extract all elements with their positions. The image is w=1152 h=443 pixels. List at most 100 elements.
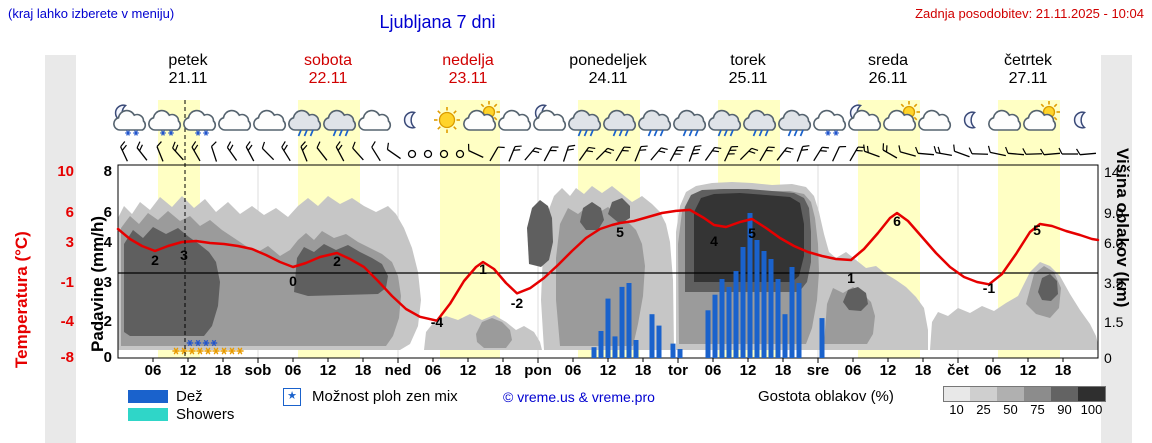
frozen-mix-mark	[203, 339, 209, 347]
x-label-hour-4-18: 18	[774, 362, 792, 379]
copyright-link[interactable]: © vreme.us & vreme.pro	[503, 389, 655, 405]
last-update-text: Zadnja posodobitev: 21.11.2025 - 10:04	[915, 6, 1144, 21]
x-label-hour-3-18: 18	[634, 362, 652, 379]
frozen-mix-mark	[221, 347, 227, 355]
wind-barb-icon	[191, 141, 201, 162]
temp-tick--8: -8	[60, 349, 74, 366]
x-label-hour-5-12: 12	[879, 362, 897, 379]
cloud-icon	[533, 109, 567, 131]
rain-bar	[775, 279, 781, 358]
wind-barb-icon	[136, 141, 148, 161]
frozen-mix-mark	[196, 130, 200, 136]
cloud-region	[476, 318, 512, 348]
frozen-mix-mark	[161, 130, 165, 136]
temperature-labels: 2 3 0 2 -4 1 -2 5 4 5 1 6 -1 5	[151, 213, 1041, 330]
x-label-hour-5-06: 06	[844, 362, 862, 379]
cloud-height-tick-0: 0	[1104, 350, 1112, 366]
weather-icon-moon	[403, 111, 417, 129]
frozen-mix-mark	[229, 347, 235, 355]
wind-barb-icon	[796, 145, 810, 162]
rain-bar	[747, 213, 753, 358]
right-axis-strip	[1101, 55, 1132, 443]
calm-wind-icon	[455, 149, 465, 159]
calm-wind-icon	[407, 149, 417, 159]
temperature-value-label: -1	[983, 280, 996, 296]
cloud-icon	[288, 109, 322, 131]
density-tick-50: 50	[1003, 402, 1018, 417]
rain-bar	[754, 240, 760, 358]
weather-icon-sun-cloud	[883, 101, 920, 131]
weather-icon-cloud-rain	[288, 109, 322, 137]
rain-drop-icon	[682, 129, 687, 137]
rain-drop-icon	[688, 129, 693, 137]
calm-wind-icon	[423, 149, 433, 159]
cloud-icon	[673, 109, 707, 131]
cloud-region	[124, 227, 220, 336]
rain-drop-icon	[309, 129, 314, 137]
frozen-mix-mark	[197, 347, 203, 355]
cloud-icon	[813, 109, 847, 131]
x-label-hour-4-12: 12	[739, 362, 757, 379]
cloud-icon	[358, 109, 392, 131]
rain-drop-icon	[583, 129, 588, 137]
x-label-day-tor: tor	[668, 362, 688, 379]
cloud-icon	[1023, 109, 1057, 131]
wind-barb-icon	[1076, 148, 1097, 156]
rain-drop-icon	[577, 129, 582, 137]
day-header-sobota: sobota 22.11	[303, 52, 353, 87]
wind-barb-icon	[882, 143, 898, 159]
precip-tick-8: 8	[103, 163, 112, 180]
rain-bar	[670, 343, 676, 358]
weather-icon-cloud	[498, 109, 532, 131]
density-swatch-50	[997, 386, 1024, 402]
weather-icon-cloud	[218, 109, 252, 131]
frozen-mix-mark	[173, 347, 179, 355]
wind-barb-icon	[813, 146, 829, 162]
moon-icon	[403, 111, 417, 129]
rain-drop-icon	[659, 129, 664, 137]
day-header-petek: petek 21.11	[168, 52, 208, 87]
x-label-hour-6-18: 18	[1054, 362, 1072, 379]
rain-drop-icon	[694, 129, 699, 137]
rain-drop-icon	[344, 129, 349, 137]
density-swatch-25	[970, 386, 997, 402]
wind-barb-icon	[739, 147, 759, 161]
density-tick-25: 25	[976, 402, 991, 417]
wind-barb-icon	[316, 141, 328, 161]
rain-bar	[733, 271, 739, 358]
cloud-icon	[848, 109, 882, 131]
cloud-region	[527, 200, 553, 267]
rain-drop-icon	[589, 129, 594, 137]
rain-bar	[740, 247, 746, 358]
cloud-icon	[323, 109, 357, 131]
rain-drop-icon	[729, 129, 734, 137]
rain-drop-icon	[647, 129, 652, 137]
wind-barb-icon	[210, 141, 218, 162]
cloud-icon	[883, 109, 917, 131]
weather-icon-cloud-rain	[673, 109, 707, 137]
rain-drop-icon	[764, 129, 769, 137]
density-swatch-90	[1051, 386, 1078, 402]
rain-drop-icon	[303, 129, 308, 137]
x-label-day-pon: pon	[524, 362, 552, 379]
wind-barb-icon	[120, 141, 128, 162]
weather-icon-cloud-snow	[183, 109, 217, 136]
temp-tick-6: 6	[65, 204, 74, 221]
cloud-icon	[568, 109, 602, 131]
cloud-icon	[778, 109, 812, 131]
rain-bar	[626, 283, 632, 358]
rain-bar	[761, 251, 767, 358]
rain-drop-icon	[717, 129, 722, 137]
day-header-sreda: sreda 26.11	[867, 52, 909, 87]
wind-barb-icon	[281, 141, 291, 162]
cloud-icon	[918, 109, 952, 131]
moon-icon	[963, 111, 977, 129]
wind-barb-icon	[968, 147, 989, 155]
temperature-line	[116, 208, 1100, 322]
cloud-icon	[218, 109, 252, 131]
wind-barb-icon	[832, 145, 847, 162]
weather-icon-cloud-rain	[568, 109, 602, 137]
precip-tick-4: 4	[103, 234, 112, 251]
weather-icon-moon	[1073, 111, 1087, 129]
cloud-icon	[708, 109, 742, 131]
